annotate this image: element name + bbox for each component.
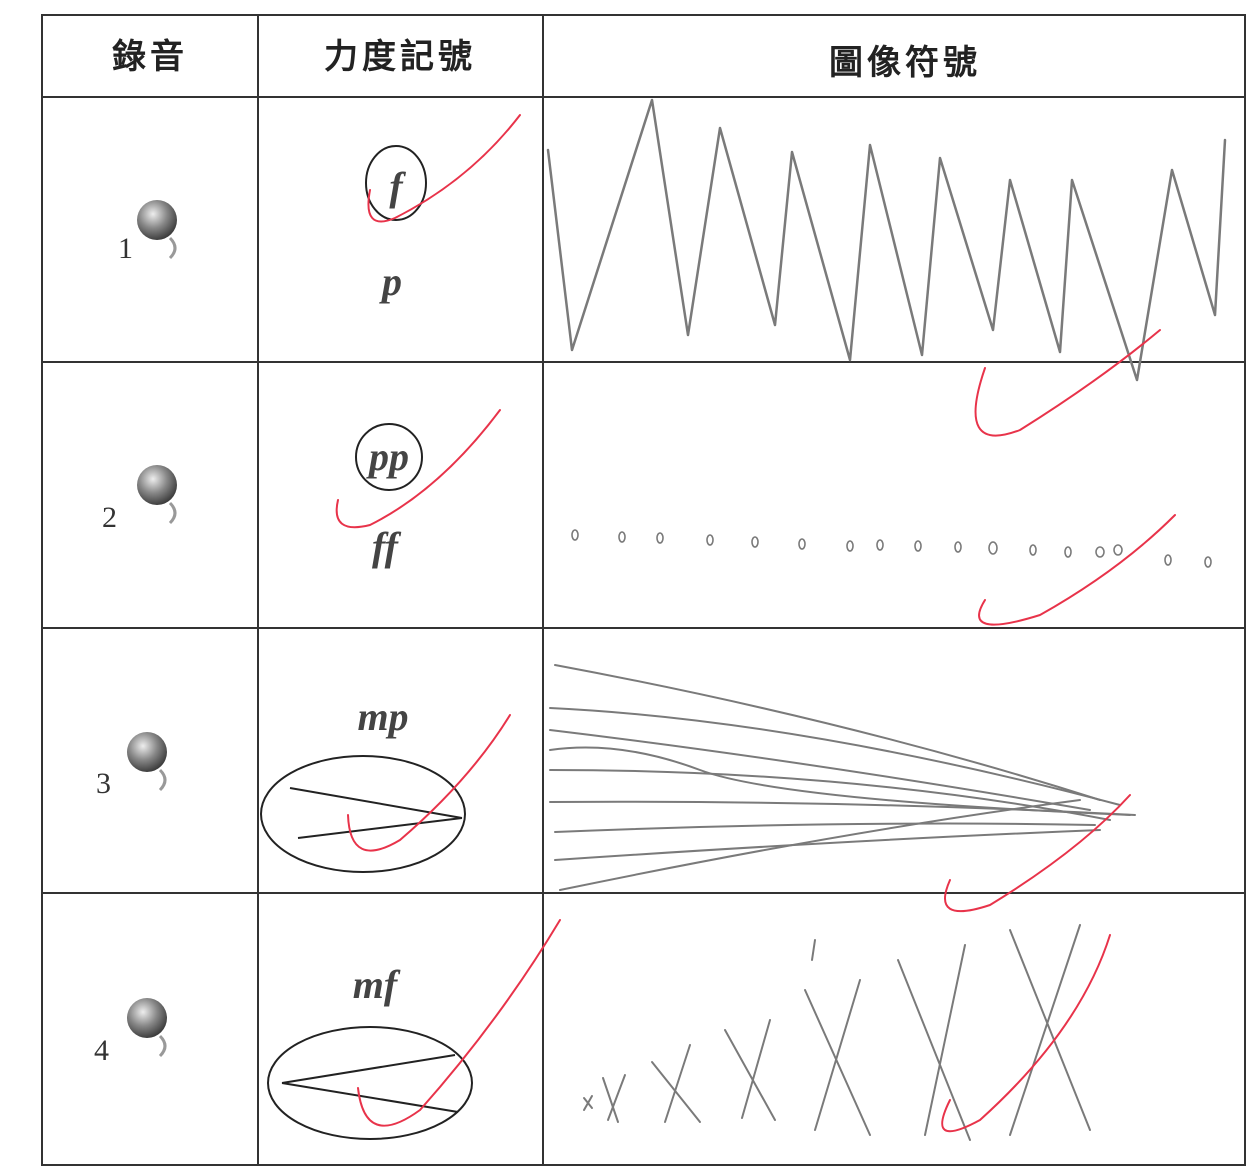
row-number: 3 (96, 767, 111, 800)
row-number: 1 (118, 232, 133, 265)
zigzag-sketch (546, 98, 1227, 382)
header: 錄音 (112, 37, 188, 77)
row-number: 2 (102, 501, 117, 534)
speaker-icon (137, 200, 177, 260)
dynamic-mark: mf (353, 962, 401, 1007)
converging-lines-sketch (549, 664, 1136, 891)
table-border (41, 14, 1246, 1166)
dots-sketch (571, 529, 1212, 568)
crescendo-sketch (260, 755, 466, 873)
header: 圖像符號 (829, 43, 981, 83)
dynamic-mark: f (389, 164, 406, 209)
table-grid (41, 14, 1246, 1166)
row-number: 4 (94, 1034, 109, 1067)
decrescendo-sketch (267, 1026, 473, 1140)
dynamic-mark: pp (366, 434, 409, 479)
dynamic-mark: ff (372, 524, 402, 569)
answer-circle (355, 423, 423, 491)
speaker-icon (137, 465, 177, 525)
header: 力度記號 (324, 37, 476, 77)
speaker-icon (127, 998, 167, 1058)
speaker-icon (127, 732, 167, 792)
answer-circle (365, 145, 427, 221)
red-checkmarks (335, 114, 1176, 1133)
dynamic-mark: mp (357, 694, 408, 739)
crosses-sketch (583, 924, 1091, 1141)
dynamic-mark: p (379, 259, 402, 304)
